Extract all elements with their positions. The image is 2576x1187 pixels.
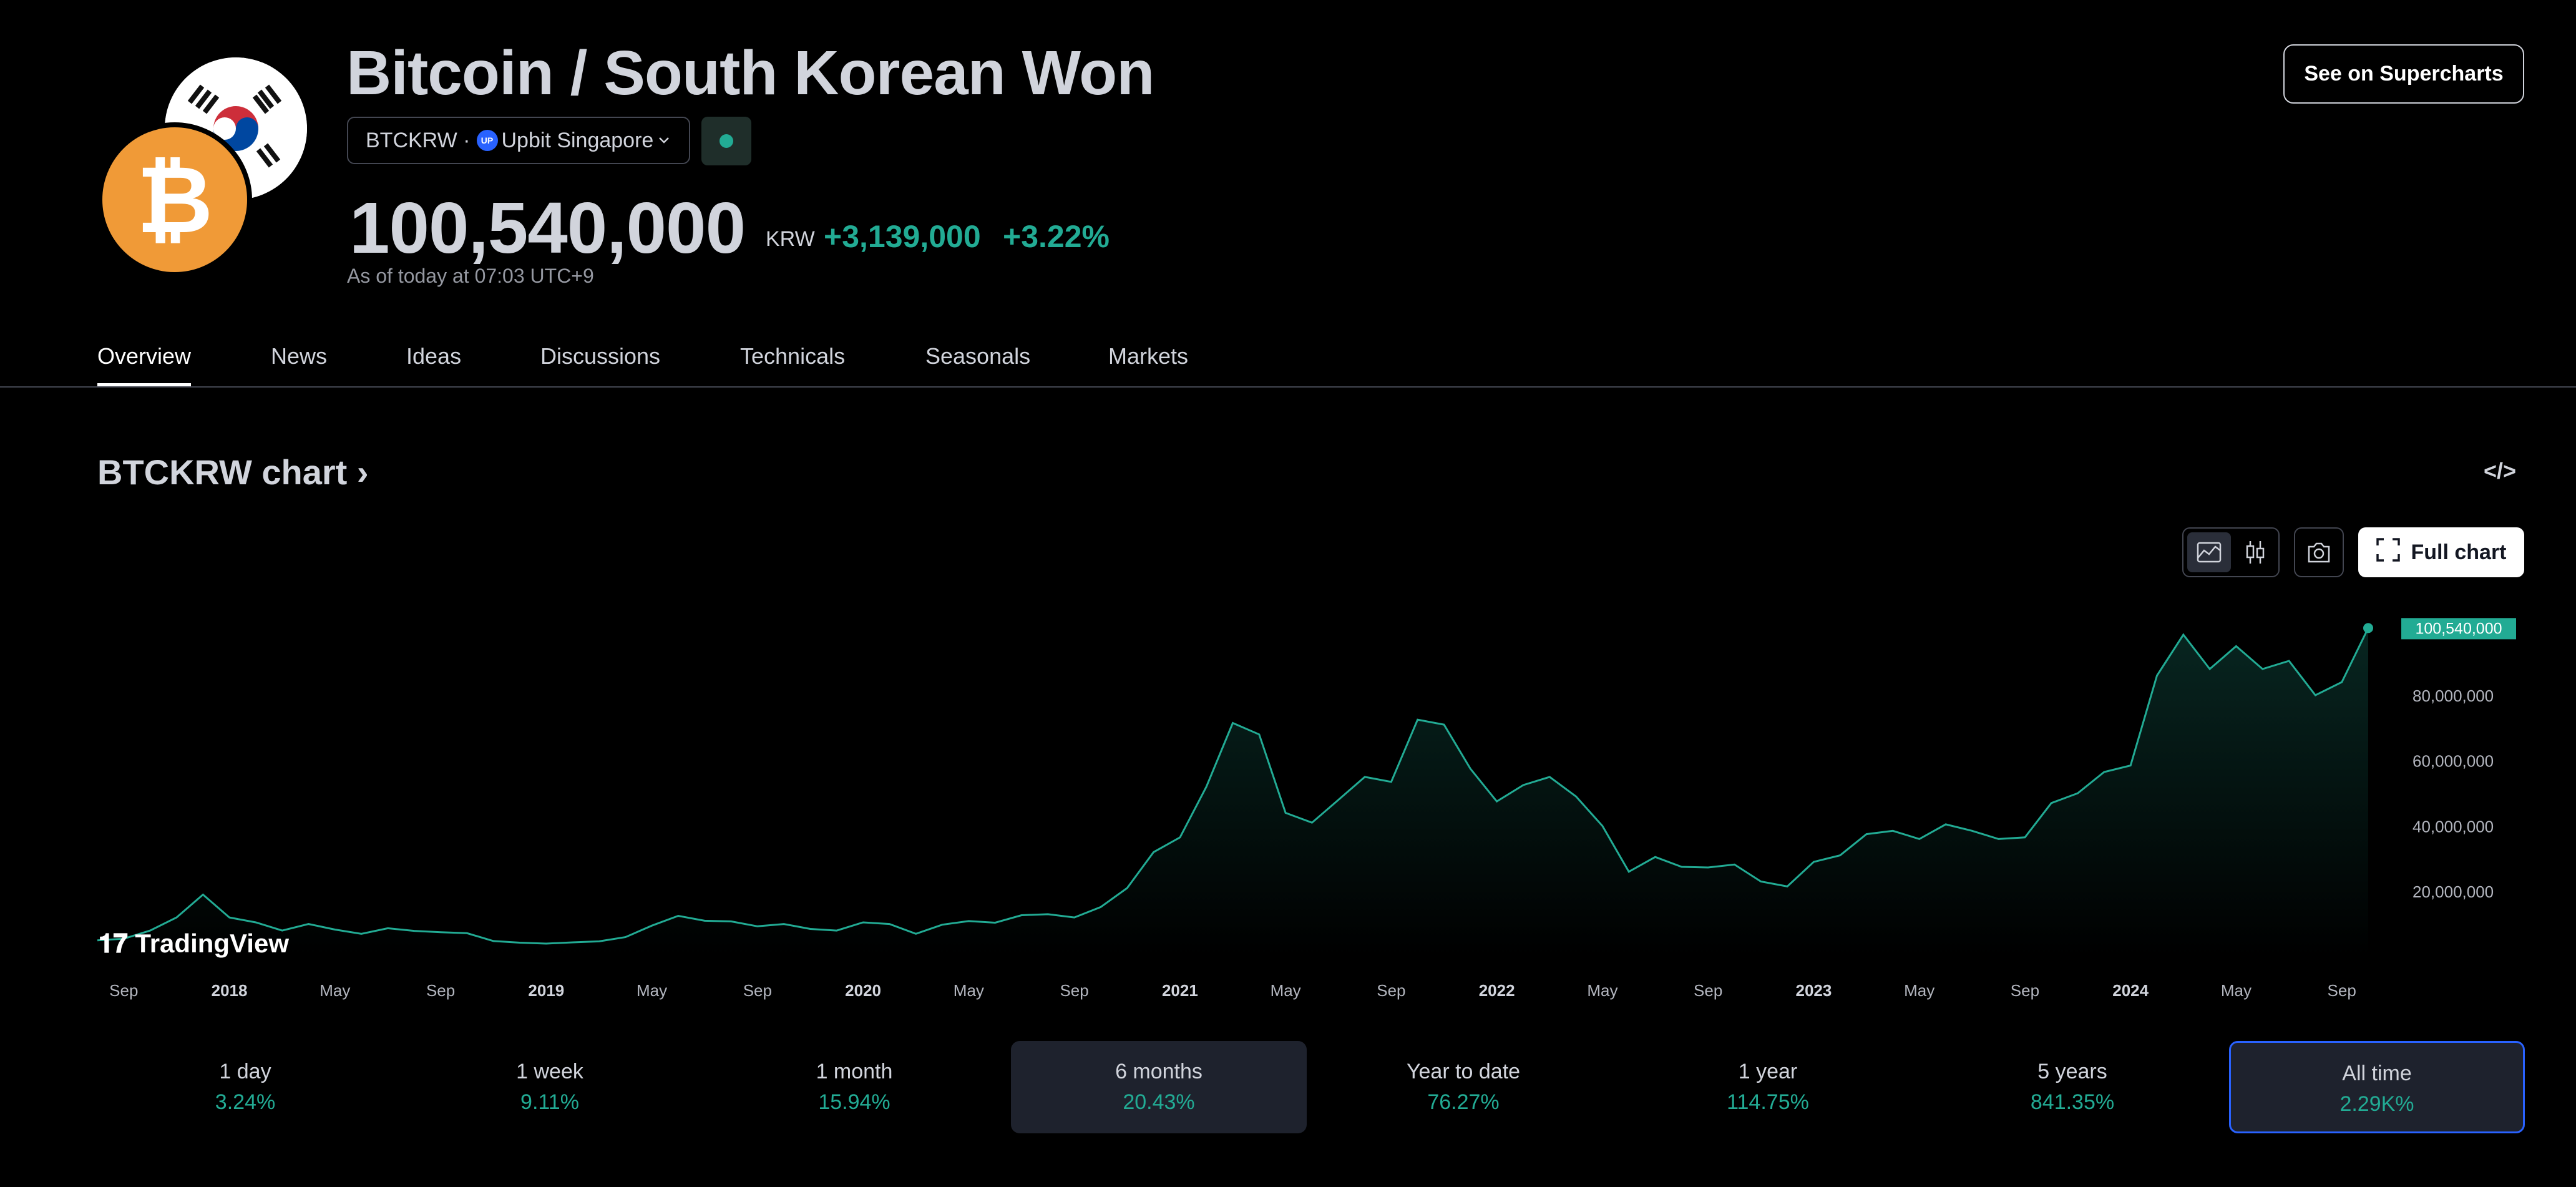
price-chart[interactable]: 20,000,000 40,000,000 60,000,000 80,000,000… bbox=[0, 593, 2576, 1011]
see-on-supercharts-button[interactable]: See on Supercharts bbox=[2283, 44, 2524, 104]
period-label: 5 years bbox=[2037, 1060, 2107, 1083]
period-change-value: 2.29K% bbox=[2339, 1092, 2414, 1116]
x-tick-label: May bbox=[1587, 981, 1617, 1000]
x-tick-label: 2023 bbox=[1795, 981, 1832, 1000]
period-button-5-years[interactable]: 5 years 841.35% bbox=[1925, 1041, 2220, 1133]
x-tick-label: Sep bbox=[2011, 981, 2039, 1000]
chevron-right-icon: › bbox=[347, 452, 369, 492]
tab-overview[interactable]: Overview bbox=[97, 343, 192, 369]
period-button-1-month[interactable]: 1 month 15.94% bbox=[706, 1041, 1002, 1133]
chart-title-link[interactable]: BTCKRW chart › bbox=[97, 452, 369, 492]
period-change-value: 15.94% bbox=[818, 1090, 890, 1114]
period-label: All time bbox=[2342, 1062, 2412, 1085]
tab-markets[interactable]: Markets bbox=[1108, 343, 1189, 369]
period-label: 1 month bbox=[816, 1060, 893, 1083]
x-tick-label: May bbox=[637, 981, 667, 1000]
x-tick-label: 2021 bbox=[1162, 981, 1198, 1000]
active-tab-indicator bbox=[97, 383, 191, 387]
symbol-logo: ₿ bbox=[97, 57, 310, 277]
code-icon[interactable]: </> bbox=[2484, 458, 2517, 484]
x-tick-label: Sep bbox=[1060, 981, 1088, 1000]
market-status-indicator[interactable] bbox=[701, 117, 751, 165]
period-button-1-day[interactable]: 1 day 3.24% bbox=[97, 1041, 393, 1133]
period-change-value: 841.35% bbox=[2030, 1090, 2115, 1114]
period-change-value: 114.75% bbox=[1727, 1090, 1809, 1114]
area-chart-icon[interactable] bbox=[2187, 532, 2231, 572]
price-area-fill bbox=[97, 628, 2368, 957]
period-change-value: 20.43% bbox=[1123, 1090, 1195, 1114]
separator: · bbox=[457, 128, 471, 152]
x-tick-label: Sep bbox=[426, 981, 455, 1000]
y-tick-label: 80,000,000 bbox=[2413, 686, 2494, 705]
tradingview-logo: 𝟏𝟕 TradingView bbox=[99, 929, 289, 959]
chevron-down-icon bbox=[656, 129, 671, 153]
x-tick-label: Sep bbox=[1694, 981, 1722, 1000]
price-change-absolute: +3,139,000 bbox=[824, 219, 981, 254]
x-tick-label: Sep bbox=[1377, 981, 1405, 1000]
y-tick-label: 40,000,000 bbox=[2413, 817, 2494, 836]
period-label: 1 year bbox=[1738, 1060, 1798, 1083]
period-label: Year to date bbox=[1406, 1060, 1521, 1083]
page-title: Bitcoin / South Korean Won bbox=[346, 38, 1154, 108]
price-line bbox=[97, 627, 2369, 945]
exchange-label: Upbit Singapore bbox=[501, 128, 654, 152]
price-change-percent: +3.22% bbox=[1003, 219, 1110, 254]
tab-technicals[interactable]: Technicals bbox=[740, 343, 846, 369]
x-tick-label: May bbox=[320, 981, 350, 1000]
x-tick-label: May bbox=[2221, 981, 2252, 1000]
price-currency: KRW bbox=[766, 227, 815, 251]
x-tick-label: 2022 bbox=[1479, 981, 1515, 1000]
y-tick-label: 60,000,000 bbox=[2413, 752, 2494, 771]
x-tick-label: May bbox=[1904, 981, 1934, 1000]
x-tick-label: 2024 bbox=[2112, 981, 2149, 1000]
fullscreen-icon bbox=[2376, 537, 2401, 568]
x-tick-label: Sep bbox=[743, 981, 772, 1000]
period-button-year-to-date[interactable]: Year to date 76.27% bbox=[1315, 1041, 1611, 1133]
full-chart-label: Full chart bbox=[2411, 540, 2507, 564]
tab-news[interactable]: News bbox=[271, 343, 328, 369]
x-tick-label: May bbox=[954, 981, 984, 1000]
period-change-value: 9.11% bbox=[520, 1090, 579, 1114]
last-price-label-bg bbox=[2401, 618, 2516, 640]
period-button-all-time[interactable]: All time 2.29K% bbox=[2229, 1041, 2525, 1133]
x-tick-label: 2020 bbox=[845, 981, 881, 1000]
period-button-1-week[interactable]: 1 week 9.11% bbox=[402, 1041, 698, 1133]
period-button-1-year[interactable]: 1 year 114.75% bbox=[1620, 1041, 1916, 1133]
period-label: 6 months bbox=[1115, 1060, 1203, 1083]
full-chart-button[interactable]: Full chart bbox=[2358, 527, 2524, 577]
x-tick-label: May bbox=[1271, 981, 1301, 1000]
x-tick-label: Sep bbox=[109, 981, 138, 1000]
x-tick-label: 2018 bbox=[212, 981, 248, 1000]
chart-type-toggle bbox=[2182, 527, 2280, 577]
chart-title-text: BTCKRW chart bbox=[97, 452, 348, 492]
tradingview-logo-icon: 𝟏𝟕 bbox=[99, 929, 135, 958]
y-tick-label: 20,000,000 bbox=[2413, 882, 2494, 901]
x-tick-label: 2019 bbox=[528, 981, 564, 1000]
upbit-logo-icon: UP bbox=[476, 130, 498, 151]
x-tick-label: Sep bbox=[2328, 981, 2356, 1000]
period-button-6-months[interactable]: 6 months 20.43% bbox=[1011, 1041, 1307, 1133]
symbol-label: BTCKRW bbox=[366, 128, 457, 152]
camera-icon[interactable] bbox=[2294, 527, 2344, 577]
period-change-value: 76.27% bbox=[1427, 1090, 1500, 1114]
tab-divider bbox=[0, 386, 2576, 388]
market-open-dot-icon bbox=[720, 134, 733, 148]
tradingview-logo-text: TradingView bbox=[135, 929, 290, 958]
tab-seasonals[interactable]: Seasonals bbox=[925, 343, 1031, 369]
last-price-label: 100,540,000 bbox=[2415, 620, 2502, 637]
last-price: 100,540,000 bbox=[349, 187, 746, 268]
period-label: 1 day bbox=[219, 1060, 271, 1083]
period-change-value: 3.24% bbox=[215, 1090, 276, 1114]
tab-discussions[interactable]: Discussions bbox=[540, 343, 661, 369]
candlestick-icon[interactable] bbox=[2235, 532, 2276, 572]
symbol-exchange-select[interactable]: BTCKRW · UP Upbit Singapore bbox=[347, 117, 690, 164]
bitcoin-icon: ₿ bbox=[97, 122, 252, 277]
tab-ideas[interactable]: Ideas bbox=[406, 343, 462, 369]
price-timestamp: As of today at 07:03 UTC+9 bbox=[347, 265, 594, 287]
period-label: 1 week bbox=[516, 1060, 583, 1083]
data-point bbox=[2363, 623, 2373, 633]
